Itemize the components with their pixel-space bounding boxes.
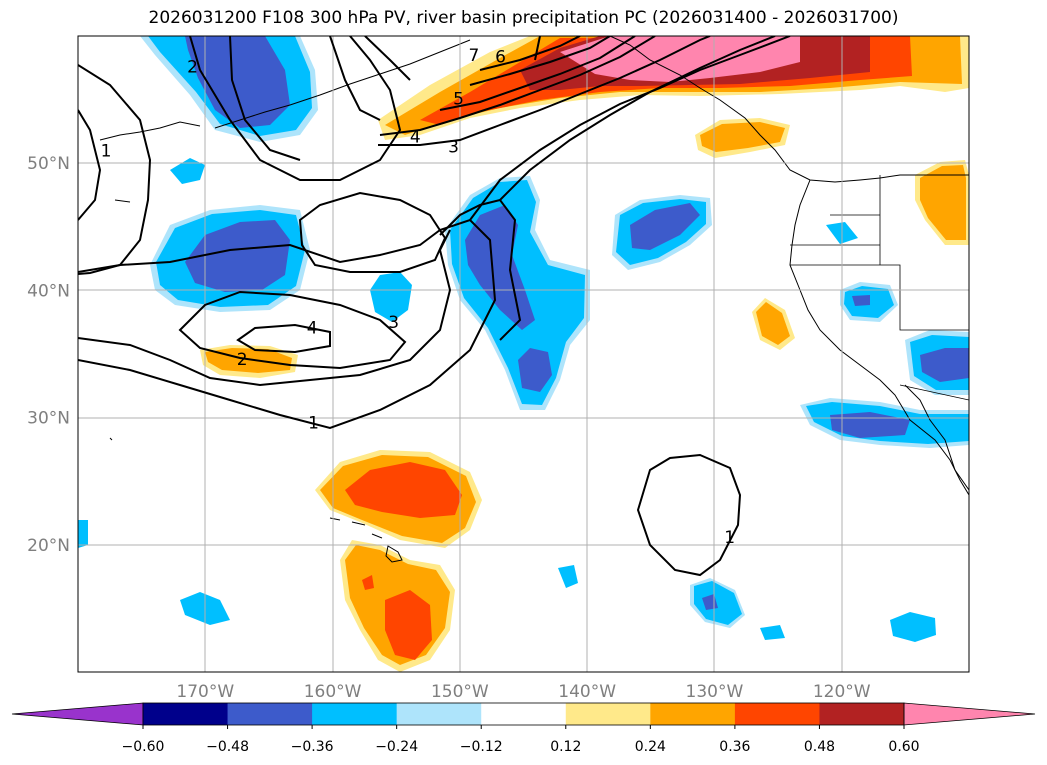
contour-label: 4 [307, 318, 318, 338]
pv-contour-4-north [379, 36, 656, 136]
pv-contour-6 [469, 36, 611, 86]
colorbar-tick-label: 0.60 [888, 739, 919, 755]
colorbar-frame [142, 702, 905, 726]
colorbar-tick-label: −0.12 [460, 739, 503, 755]
pv-contour-large [298, 191, 447, 273]
map-frame [77, 35, 970, 673]
contour-label: 1 [308, 414, 319, 434]
contour-label: 1 [724, 528, 735, 548]
lon-label: 130°W [686, 682, 744, 702]
pv-contours [78, 36, 791, 577]
hawaii-islands [329, 517, 403, 563]
contour-label: 2 [187, 58, 198, 78]
contour-label: 5 [453, 89, 464, 109]
coastlines [99, 36, 969, 563]
pv-contour-1-east [636, 453, 742, 577]
pv-contour-1-west [78, 218, 497, 430]
colorbar-tick-label: 0.48 [804, 739, 835, 755]
pv-contour-4 [236, 323, 331, 354]
colorbar-bin [396, 703, 482, 725]
colorbar-tick-label: −0.36 [291, 739, 334, 755]
colorbar: −0.60 −0.48 −0.36 −0.24 −0.12 0.12 0.24 0.36 0.4… [11, 702, 1036, 755]
colorbar-bin [312, 703, 398, 725]
colorbar-bin [143, 703, 229, 725]
pv-contour-1-north [78, 64, 152, 275]
pv-contour-3-north [378, 36, 711, 146]
lat-label: 50°N [27, 154, 70, 174]
lon-label: 120°W [813, 682, 871, 702]
lat-label: 30°N [27, 409, 70, 429]
colorbar-bin [565, 703, 651, 725]
north-america-coast [609, 36, 969, 183]
colorbar-bin [227, 703, 313, 725]
pv-contour-2-north [189, 36, 402, 181]
lon-label: 160°W [304, 682, 362, 702]
map-title: 2026031200 F108 300 hPa PV, river basin … [148, 8, 899, 28]
contour-label: 4 [410, 127, 421, 147]
contour-label: 3 [388, 313, 399, 333]
lat-axis-labels: 50°N 40°N 30°N 20°N [27, 154, 70, 556]
contour-label: 2 [237, 350, 248, 370]
lon-axis-labels: 170°W 160°W 150°W 140°W 130°W 120°W [176, 682, 870, 702]
lat-label: 20°N [27, 536, 70, 556]
colorbar-bin [481, 703, 567, 725]
contour-label: 1 [101, 141, 112, 161]
lon-label: 140°W [558, 682, 616, 702]
colorbar-tick-label: −0.48 [206, 739, 249, 755]
pv-contour-2-west [78, 229, 452, 387]
colorbar-tick-label: 0.24 [635, 739, 666, 755]
gridlines [78, 36, 969, 672]
contour-label: 7 [468, 46, 479, 66]
lon-label: 150°W [431, 682, 489, 702]
colorbar-bin [734, 703, 820, 725]
colorbar-bin [819, 703, 905, 725]
contour-label: 6 [495, 47, 506, 67]
colorbar-tick-label: 0.12 [550, 739, 581, 755]
pv-contour-3 [178, 290, 407, 370]
colorbar-tick-label: 0.36 [719, 739, 750, 755]
colorbar-bin [650, 703, 736, 725]
pv-contour-labels: 1 2 3 4 1 3 4 5 67 2 1 [101, 46, 736, 548]
precip-shading [78, 36, 969, 672]
colorbar-extend-high [903, 702, 1036, 726]
colorbar-tick-label: −0.60 [122, 739, 165, 755]
pv-contour-5 [439, 36, 636, 111]
contour-label: 3 [448, 138, 459, 158]
colorbar-tick-label: −0.24 [375, 739, 418, 755]
alaska-coast [214, 39, 471, 129]
colorbar-extend-low [11, 702, 144, 726]
lon-label: 170°W [176, 682, 234, 702]
lat-label: 40°N [27, 281, 70, 301]
pv-contour-7 [479, 36, 581, 71]
